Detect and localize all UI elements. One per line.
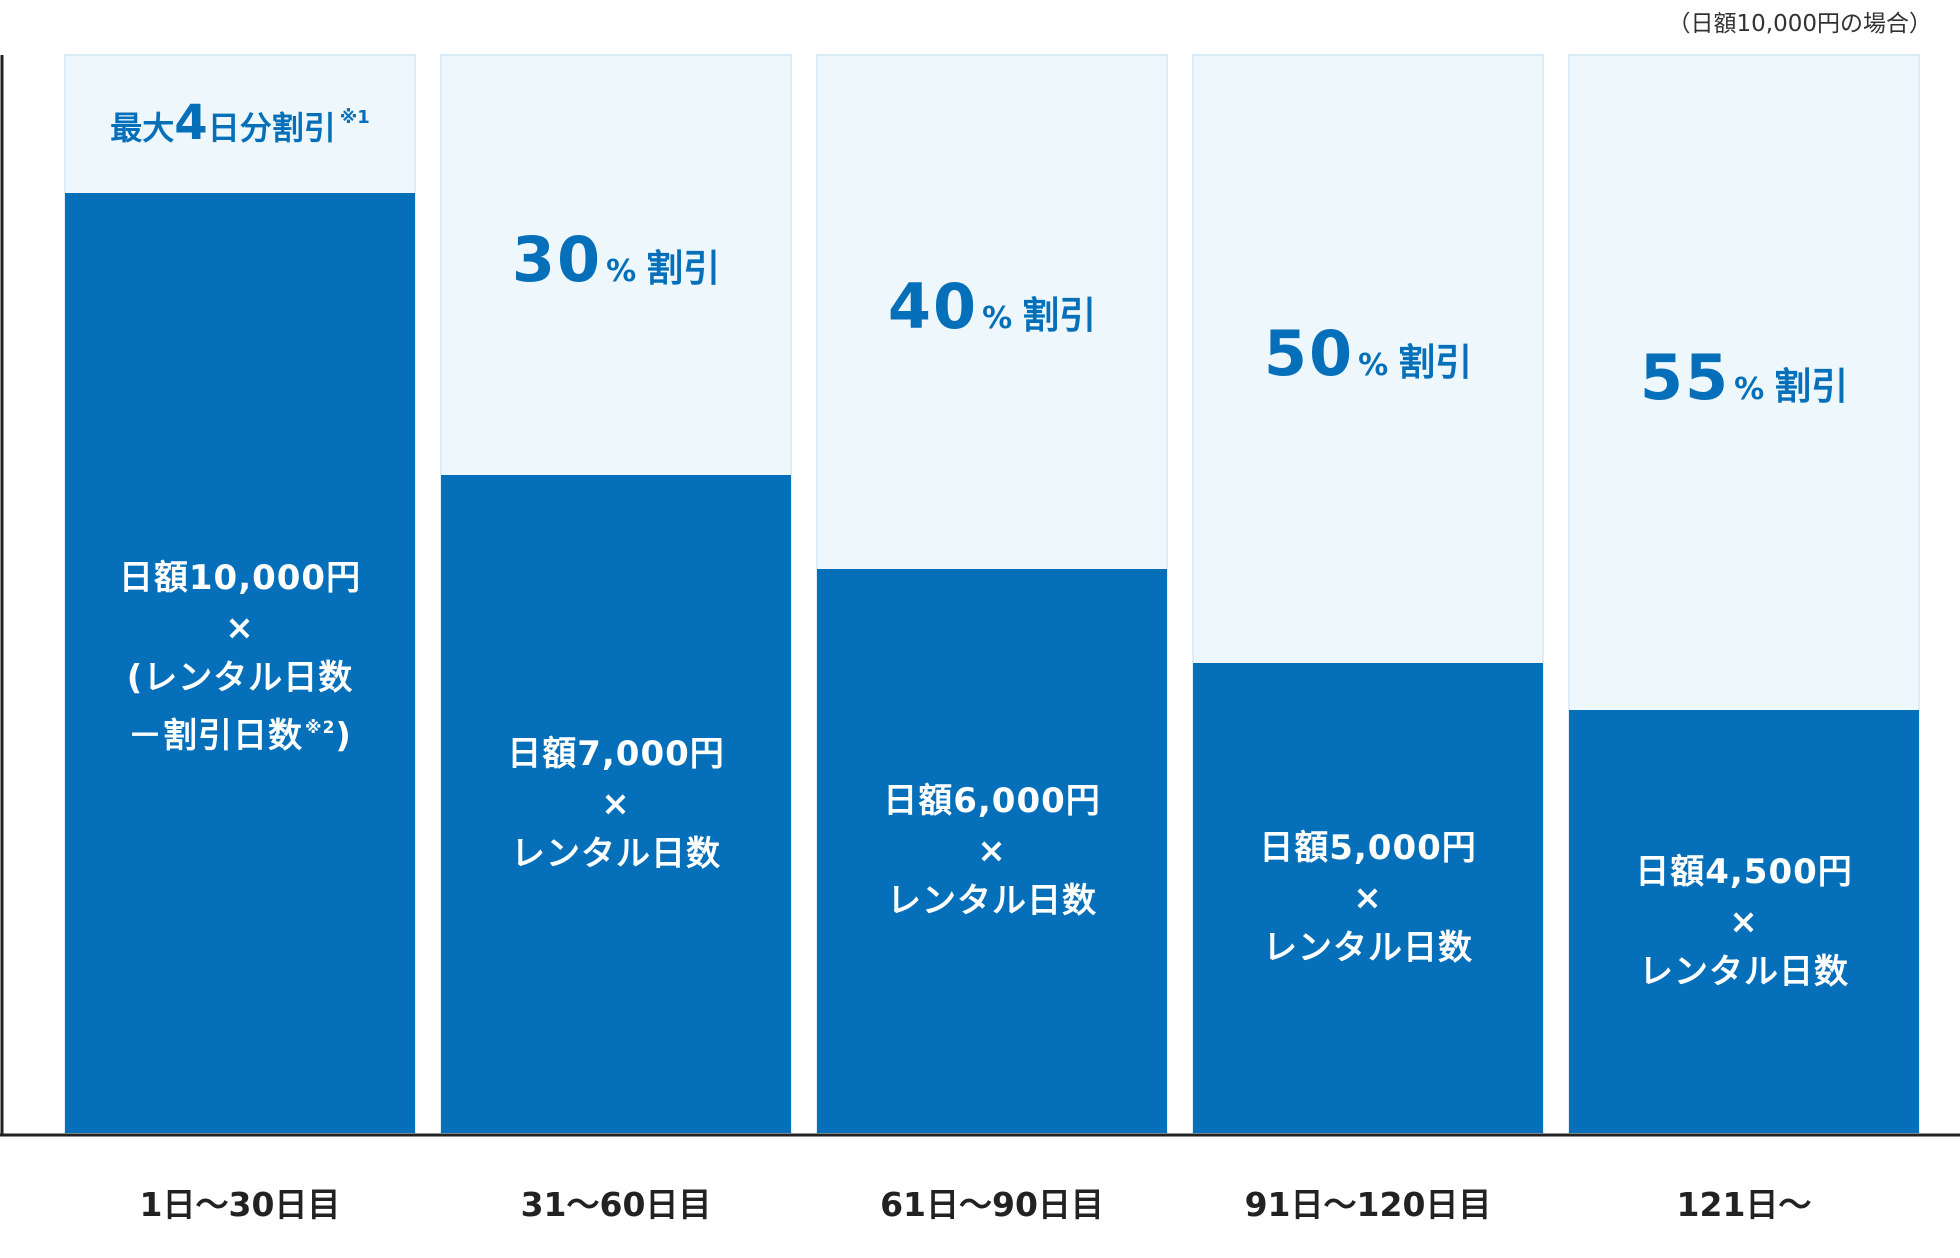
formula-line: 日額7,000円: [507, 734, 725, 774]
formula-line: (レンタル日数: [126, 658, 354, 698]
bar: [1569, 710, 1919, 1133]
percent-sign: %: [606, 254, 637, 289]
category-label: 91日〜120日目: [1244, 1185, 1492, 1224]
formula-line: ×: [1353, 878, 1383, 918]
discount-label: 30% 割引: [441, 223, 791, 296]
discount-label: 40% 割引: [817, 270, 1167, 343]
category-label: 1日〜30日目: [139, 1185, 341, 1224]
bar: [441, 475, 791, 1133]
formula-label: 日額10,000円 × (レンタル日数 －割引日数 ※2): [65, 553, 415, 761]
discount-suffix: 日分割引: [207, 109, 336, 147]
discount-label: 50% 割引: [1193, 317, 1543, 390]
discount-label: 55% 割引: [1569, 341, 1919, 414]
formula-line: ×: [977, 831, 1007, 871]
discount-value: 40: [887, 270, 979, 343]
discount-value: 50: [1263, 317, 1355, 390]
formula-label: 日額7,000円 × レンタル日数: [441, 729, 791, 879]
formula-line: レンタル日数: [511, 834, 721, 874]
chart-note: （日額10,000円の場合）: [1667, 11, 1932, 37]
formula-line: 日額5,000円: [1259, 828, 1477, 868]
category-label: 121日〜: [1676, 1185, 1812, 1224]
formula-line: －割引日数 ※2): [65, 703, 415, 761]
formula-label: 日額6,000円 × レンタル日数: [817, 776, 1167, 926]
bar: [65, 193, 415, 1133]
discount-label: 最大4日分割引 ※1: [65, 95, 415, 151]
category-label: 31〜60日目: [520, 1185, 712, 1224]
formula-text: －割引日数: [128, 716, 304, 756]
discount-word: 割引: [1022, 294, 1097, 337]
formula-label: 日額4,500円 × レンタル日数: [1569, 847, 1919, 997]
discount-value: 30: [511, 223, 603, 296]
discount-prefix: 最大: [110, 109, 175, 147]
percent-sign: %: [1734, 371, 1765, 407]
bar: [1193, 663, 1543, 1133]
category-label: 61日〜90日目: [880, 1185, 1104, 1224]
formula-label: 日額5,000円 × レンタル日数: [1193, 823, 1543, 973]
formula-line: ×: [601, 784, 631, 824]
percent-sign: %: [982, 301, 1013, 336]
formula-line: レンタル日数: [1263, 928, 1473, 968]
formula-line: 日額6,000円: [883, 781, 1101, 821]
discount-value: 55: [1639, 340, 1731, 414]
formula-line: レンタル日数: [1639, 951, 1849, 992]
formula-line: レンタル日数: [887, 881, 1097, 921]
footnote-mark: ※2: [305, 718, 336, 738]
bar: [817, 569, 1167, 1133]
percent-sign: %: [1358, 348, 1389, 383]
discount-value: 4: [174, 95, 208, 151]
footnote-mark: ※1: [339, 107, 370, 128]
formula-line: ×: [1729, 901, 1759, 942]
formula-text: ): [335, 716, 352, 756]
discount-word: 割引: [646, 247, 721, 290]
discount-word: 割引: [1398, 341, 1473, 384]
discount-word: 割引: [1774, 364, 1849, 408]
formula-line: ×: [225, 608, 255, 648]
formula-line: 日額10,000円: [118, 558, 362, 598]
formula-line: 日額4,500円: [1635, 851, 1853, 892]
